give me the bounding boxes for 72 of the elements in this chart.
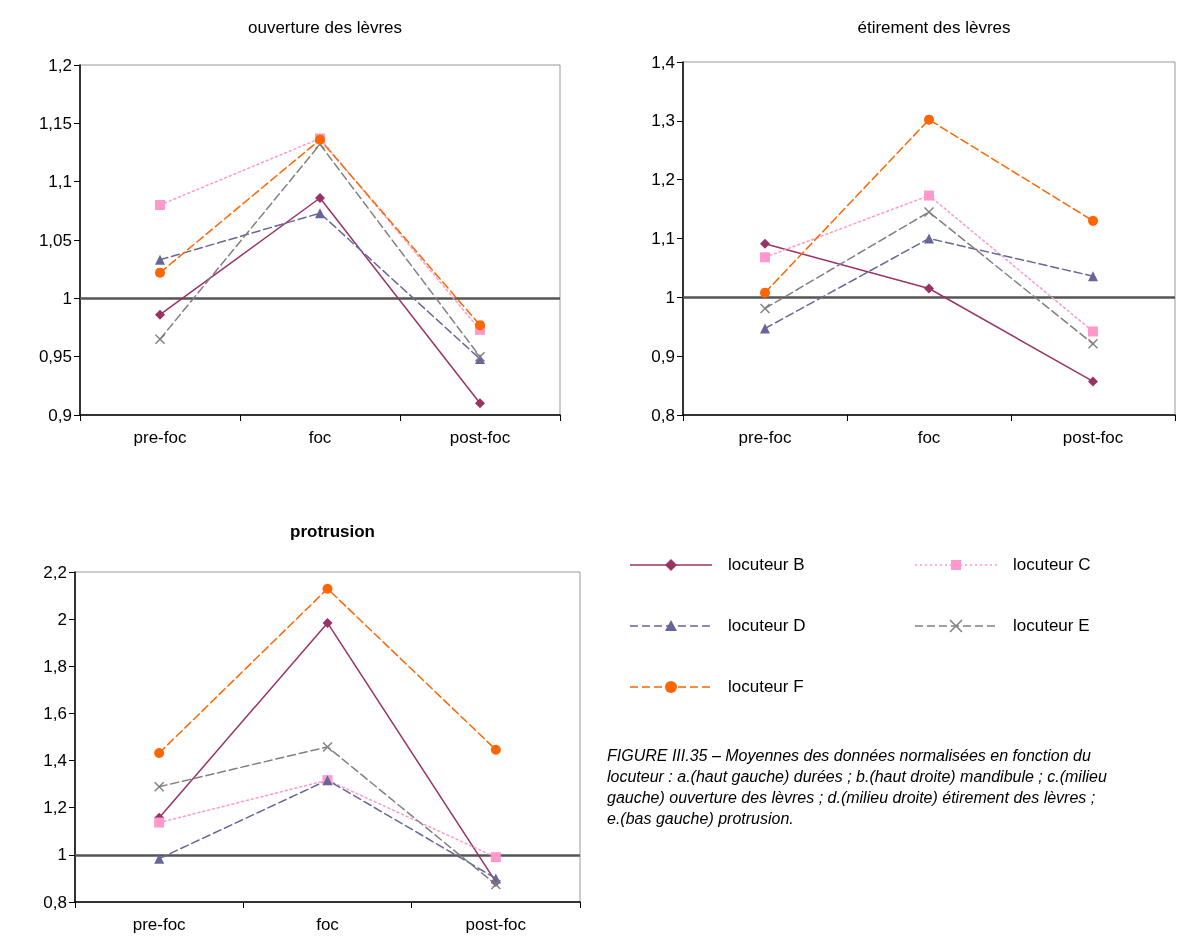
point — [155, 334, 165, 345]
y-tick-label: 0,8 — [651, 405, 675, 425]
point — [760, 252, 770, 263]
y-tick-label: 0,8 — [43, 892, 67, 912]
point — [1088, 271, 1098, 282]
y-tick-label: 2,2 — [43, 562, 67, 582]
point — [154, 748, 165, 759]
point — [1088, 326, 1098, 337]
x-tick-label: post-foc — [1062, 428, 1124, 447]
legend-label: locuteur B — [728, 555, 805, 575]
y-tick-label: 1,1 — [651, 229, 675, 248]
y-tick-label: 1,4 — [651, 52, 675, 72]
y-tick-label: 1,2 — [48, 55, 72, 75]
point — [1088, 338, 1098, 349]
point — [155, 267, 165, 278]
point — [1088, 376, 1098, 387]
x-tick-label: pre-foc — [133, 428, 187, 447]
x-tick-label: pre-foc — [738, 428, 792, 447]
point — [155, 309, 165, 320]
x-tick-label: foc — [316, 915, 340, 934]
chart-title: protrusion — [290, 522, 375, 541]
point — [1088, 215, 1098, 226]
point — [924, 233, 934, 244]
y-tick-label: 1,15 — [38, 113, 72, 133]
point — [322, 583, 333, 594]
y-tick-label: 1,3 — [651, 111, 675, 131]
x-tick-label: foc — [917, 428, 941, 447]
point — [760, 323, 770, 334]
y-tick-label: 1,05 — [38, 230, 72, 250]
legend-label: locuteur C — [1013, 555, 1091, 575]
text: FIGURE III.35 – Moyennes des données normalisées en fonction du locuteur : a.(haut gauche) durées ; b.(haut droite) mandibule ; c.(milieu gauche) ouverture des lèvres ; d.(milieu droite) étirement des lèvres ; e.(bas gauche) protrusion. — [607, 747, 1112, 827]
point — [315, 193, 325, 203]
point — [760, 287, 770, 298]
point — [155, 254, 165, 265]
point — [924, 283, 934, 294]
legend-label: locuteur F — [728, 677, 804, 697]
point — [315, 208, 325, 219]
y-tick-label: 1,1 — [48, 172, 72, 192]
x-tick-label: foc — [308, 428, 332, 447]
y-tick-label: 1 — [57, 845, 67, 865]
y-tick-label: 0,9 — [48, 405, 72, 425]
point — [490, 744, 501, 755]
y-tick-label: 1 — [62, 288, 72, 308]
point — [924, 207, 934, 218]
point — [760, 238, 770, 249]
y-tick-label: 1,4 — [43, 751, 67, 771]
y-tick-label: 2 — [57, 609, 67, 629]
point — [475, 320, 485, 331]
point — [322, 617, 333, 628]
point — [924, 190, 934, 201]
chart-title: étirement des lèvres — [857, 18, 1011, 37]
point — [322, 741, 333, 752]
y-tick-label: 1 — [665, 287, 675, 307]
x-tick-label: pre-foc — [132, 915, 187, 934]
point — [924, 114, 934, 125]
point — [760, 303, 770, 314]
x-tick-label: post-foc — [449, 428, 511, 447]
y-tick-label: 0,9 — [651, 346, 675, 366]
point — [155, 200, 165, 210]
y-tick-label: 1,8 — [43, 656, 67, 676]
point — [154, 817, 165, 828]
point — [490, 852, 501, 863]
y-tick-label: 1,6 — [43, 703, 67, 723]
y-tick-label: 1,2 — [651, 170, 675, 190]
chart-title: ouverture des lèvres — [247, 18, 403, 37]
point — [475, 398, 485, 409]
legend-label: locuteur E — [1013, 616, 1090, 636]
legend-label: locuteur D — [728, 616, 806, 636]
y-tick-label: 1,2 — [43, 798, 67, 818]
point — [154, 781, 165, 792]
x-tick-label: post-foc — [465, 915, 527, 934]
y-tick-label: 0,95 — [38, 347, 72, 367]
